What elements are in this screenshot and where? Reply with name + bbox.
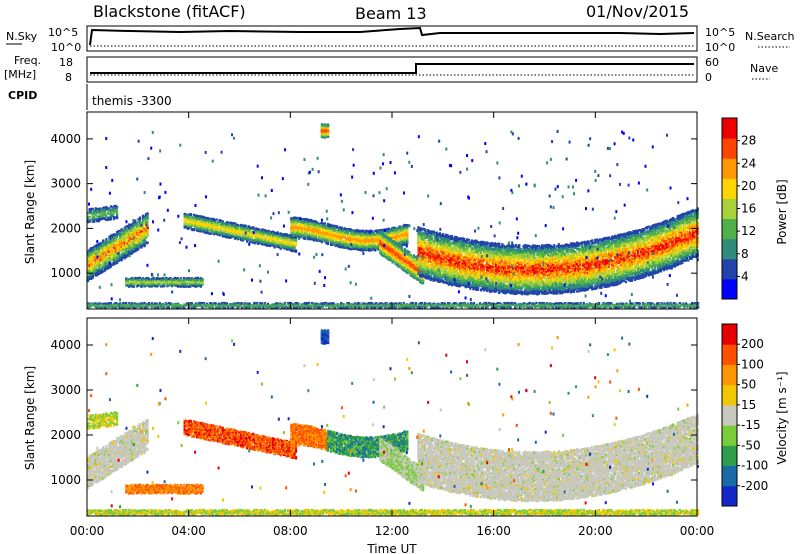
power-cell: [95, 267, 97, 269]
freq-frame: [87, 57, 697, 82]
beam-label: Beam 13: [355, 4, 427, 23]
power-data: [87, 123, 699, 309]
nsky-label: N.Sky: [6, 30, 38, 43]
nsearch-tick-low: 10^0: [705, 41, 735, 54]
cpid-label: CPID: [8, 89, 37, 102]
cpid-panel: CPID themis -3300: [8, 84, 172, 110]
power-cell: [96, 259, 98, 261]
nsky-line: [90, 28, 694, 45]
power-cell: [92, 277, 94, 279]
freq-label: Freq.: [14, 54, 41, 67]
nsearch-label: N.Search: [745, 30, 795, 43]
nsky-panel: N.Sky 10^5 10^0 10^5 10^0 N.Search: [6, 26, 795, 54]
radar-summary-plot: Blackstone (fitACF) Beam 13 01/Nov/2015 …: [0, 0, 800, 554]
power-cell: [105, 238, 107, 240]
cpid-value: themis -3300: [92, 94, 172, 108]
nsky-tick-high: 10^5: [48, 26, 78, 39]
plot-title: Blackstone (fitACF): [93, 2, 246, 21]
power-cell: [92, 262, 94, 264]
power-cell: [108, 257, 110, 259]
nave-tick-low: 0: [705, 71, 712, 84]
nave-label: Nave: [750, 62, 778, 75]
nsky-tick-low: 10^0: [51, 41, 81, 54]
power-cell: [98, 249, 100, 251]
freq-unit: [MHz]: [4, 68, 36, 81]
freq-tick-low: 8: [65, 71, 72, 84]
nave-tick-high: 60: [705, 56, 719, 69]
power-cell: [116, 262, 118, 264]
freq-panel: Freq. [MHz] 18 8 60 0 Nave: [4, 54, 778, 84]
freq-line: [90, 64, 694, 73]
freq-tick-high: 18: [59, 56, 73, 69]
nsearch-tick-high: 10^5: [705, 26, 735, 39]
date-label: 01/Nov/2015: [586, 2, 689, 21]
